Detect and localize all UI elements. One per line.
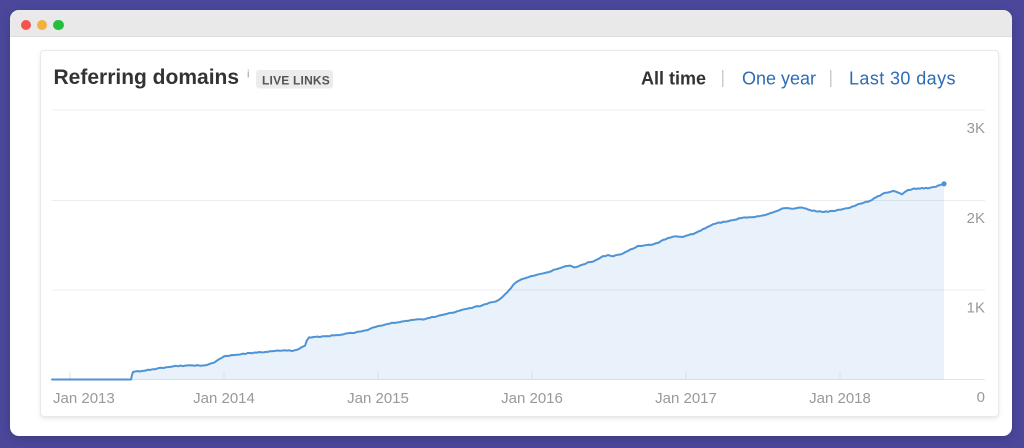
svg-text:0: 0 xyxy=(977,389,985,406)
svg-text:One year: One year xyxy=(742,69,816,89)
svg-text:Jan 2016: Jan 2016 xyxy=(501,390,563,407)
svg-text:Referring domains: Referring domains xyxy=(54,66,240,89)
svg-text:i: i xyxy=(247,69,249,81)
svg-text:Jan 2015: Jan 2015 xyxy=(347,390,409,407)
svg-text:3K: 3K xyxy=(967,120,985,137)
svg-text:Jan 2017: Jan 2017 xyxy=(655,390,717,407)
svg-text:Last 30 days: Last 30 days xyxy=(849,69,956,89)
svg-text:LIVE LINKS: LIVE LINKS xyxy=(262,74,330,88)
svg-text:Jan 2018: Jan 2018 xyxy=(809,390,871,407)
svg-text:2K: 2K xyxy=(967,210,985,227)
svg-text:Jan 2013: Jan 2013 xyxy=(53,390,115,407)
svg-text:1K: 1K xyxy=(967,300,985,317)
svg-text:Jan 2014: Jan 2014 xyxy=(193,390,255,407)
svg-text:All time: All time xyxy=(641,69,706,89)
